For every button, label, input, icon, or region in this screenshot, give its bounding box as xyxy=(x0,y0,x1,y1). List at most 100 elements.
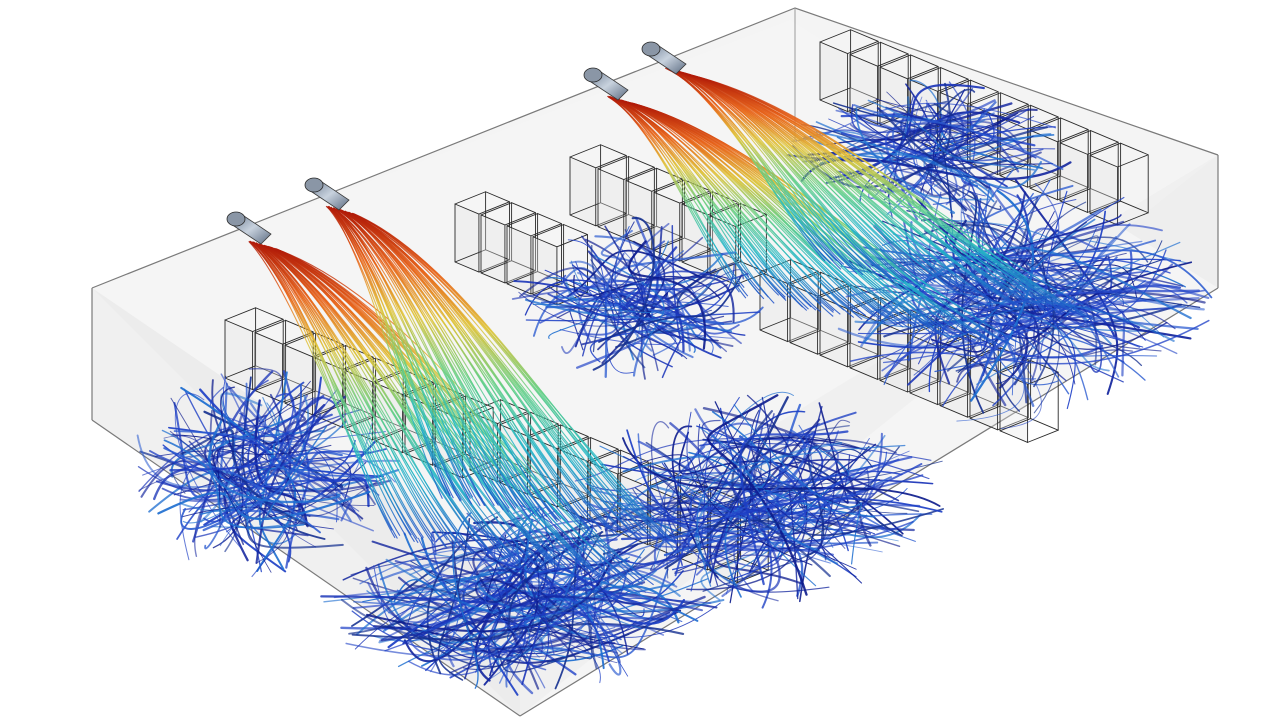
streamline-front-zone xyxy=(554,515,583,690)
rack-row-front-left-unit-1-edge xyxy=(224,307,256,321)
rack-row-center-back-unit-2-edge xyxy=(504,270,536,284)
rack-row-middle-unit-3-edge xyxy=(557,436,589,450)
rack-row-center-back-unit-4-edge xyxy=(532,224,564,238)
streamline-back-zone xyxy=(828,83,985,180)
rack-row-back-right-unit-1-edge xyxy=(787,328,819,343)
streamline-center-zone xyxy=(669,422,781,593)
streamline-front-zone xyxy=(393,568,616,645)
rack-row-far-back-right-unit-8 xyxy=(1029,117,1089,201)
jet-inlet-4-line xyxy=(674,69,910,284)
streamline-center-zone xyxy=(707,394,808,596)
inlet-duct-1-opening xyxy=(226,211,246,227)
streamline-back-zone xyxy=(853,104,1064,171)
rack-row-far-back-right-unit-4-edge xyxy=(909,67,941,81)
jet-inlet-1-line xyxy=(275,248,654,586)
rack-row-back-right-unit-9-edge xyxy=(1027,371,1059,385)
rack-row-far-back-right-unit-8-edge xyxy=(1057,129,1089,143)
jet-inlet-2-line xyxy=(349,212,659,541)
rack-row-back-right-unit-4-edge xyxy=(849,355,881,369)
jet-inlet-2-line xyxy=(332,207,510,509)
rack-row-far-back-unit-6-edge xyxy=(735,271,767,286)
streamline-center-zone xyxy=(788,405,823,600)
jet-inlet-3-line xyxy=(618,98,860,313)
rack-row-back-right-unit-9-edge xyxy=(1027,429,1059,443)
rack-row-far-back-unit-1-edge xyxy=(595,155,627,169)
rack-row-far-back-unit-3-edge xyxy=(651,178,683,192)
streamline-mid-zone xyxy=(610,221,688,360)
jet-inlet-4-line xyxy=(671,68,864,276)
rack-row-far-back-right-unit-2-edge xyxy=(849,41,881,56)
jet-inlet-3-line xyxy=(607,96,765,300)
jet-inlet-2-line xyxy=(334,208,526,509)
jet-inlet-4-line xyxy=(692,75,1098,323)
streamline-center-zone xyxy=(776,403,804,597)
rack-row-far-back-right-unit-8-edge xyxy=(1057,187,1089,201)
jet-inlet-1-line xyxy=(251,241,424,540)
streamline-right-zone xyxy=(983,178,1126,377)
streamline-front-zone xyxy=(340,542,664,642)
rack-row-back-right-unit-4-edge xyxy=(877,366,909,380)
streamline-left-zone xyxy=(181,462,367,518)
streamline-center-zone xyxy=(674,419,761,575)
rack-row-far-back-right-unit-3-edge xyxy=(907,66,939,80)
rack-row-far-back-unit-3-edge xyxy=(625,167,657,181)
streamline-mid-zone xyxy=(532,270,720,313)
rack-row-back-right-unit-2-edge xyxy=(789,329,821,344)
rack-row-center-back-unit-1-edge xyxy=(454,249,486,263)
streamline-front-zone xyxy=(539,550,610,655)
streamline-right-zone xyxy=(956,175,1025,422)
streamline-right-zone xyxy=(944,219,1082,385)
jet-inlet-3-line xyxy=(610,97,792,300)
streamline-right-zone xyxy=(934,191,1027,385)
rack-row-far-back-right-unit-9-edge xyxy=(1087,199,1119,213)
streamline-left-zone xyxy=(249,402,352,522)
rack-row-far-back-right-unit-1-edge xyxy=(819,87,851,101)
jet-inlet-3-line xyxy=(616,98,854,311)
streamline-mid-zone xyxy=(571,264,673,368)
streamline-mid-zone xyxy=(604,251,737,378)
jet-inlet-2-line xyxy=(330,207,481,507)
rack-row-far-back-right-unit-5-edge xyxy=(939,79,971,93)
streamline-right-zone xyxy=(956,274,1117,383)
rack-row-far-back-right-unit-1-front xyxy=(819,41,849,113)
streamline-mid-zone xyxy=(582,273,749,357)
jet-inlet-1-line xyxy=(253,242,435,547)
rack-row-far-back-unit-6-edge xyxy=(735,213,767,228)
jet-inlet-2-line xyxy=(326,206,451,497)
rack-row-front-left-unit-2-edge xyxy=(254,377,286,392)
streamline-right-zone xyxy=(886,279,1110,372)
streamline-right-zone xyxy=(928,258,1181,393)
streamline-left-zone xyxy=(188,414,267,513)
jet-inlet-1-line xyxy=(254,242,456,549)
rack-row-far-back-unit-1-edge xyxy=(569,202,601,216)
rack-row-middle-unit-1-edge xyxy=(497,410,529,425)
jet-inlet-2-line xyxy=(330,207,495,507)
streamline-left-zone xyxy=(174,393,242,549)
jet-inlet-2-line xyxy=(347,211,620,536)
rack-row-far-back-unit-1-edge xyxy=(569,144,601,158)
jet-inlet-1-line xyxy=(257,243,476,554)
streamline-left-zone xyxy=(173,430,380,479)
streamline-left-zone xyxy=(203,393,295,523)
jet-inlet-1-line xyxy=(255,242,469,549)
rack-row-front-left-unit-1-edge xyxy=(252,318,284,333)
jet-inlet-1-line xyxy=(248,241,401,536)
jet-inlet-3-line xyxy=(615,98,855,318)
streamline-mid-zone xyxy=(590,245,646,369)
rack-row-middle-unit-4-edge xyxy=(587,506,619,520)
jet-inlet-3-line xyxy=(629,102,1005,348)
streamline-right-zone xyxy=(850,319,1210,365)
jet-inlet-2-line xyxy=(333,207,510,513)
jet-inlet-4-line xyxy=(671,69,882,271)
streamline-right-zone xyxy=(1033,201,1087,414)
streamline-front-zone xyxy=(380,595,679,642)
rack-row-far-back-right-unit-9 xyxy=(1059,129,1119,214)
rack-row-center-back-unit-3-edge xyxy=(530,223,562,237)
inlet-ducts xyxy=(226,41,687,245)
jet-inlet-4-line xyxy=(688,73,1035,306)
rack-row-far-back-unit-2 xyxy=(597,155,655,239)
streamline-left-zone xyxy=(163,447,321,534)
inlet-duct-4-opening xyxy=(641,41,661,57)
streamline-back-zone xyxy=(786,108,1038,163)
